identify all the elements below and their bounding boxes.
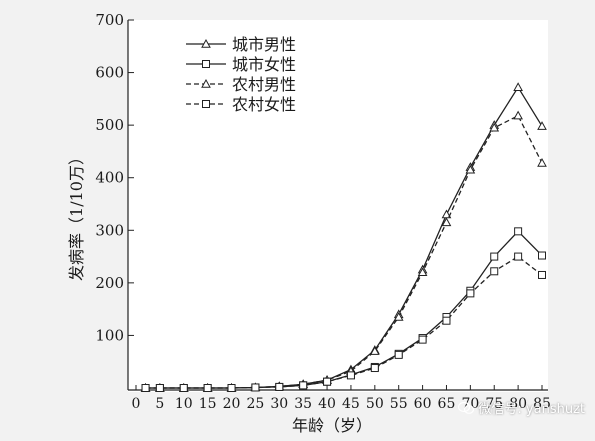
x-tick-label: 5 xyxy=(155,396,164,412)
plot-area xyxy=(128,20,548,392)
data-point xyxy=(369,346,380,355)
y-tick-label: 200 xyxy=(95,274,124,292)
x-tick-label: 20 xyxy=(223,396,241,412)
x-tick-label: 25 xyxy=(246,396,264,412)
data-point xyxy=(538,270,546,279)
data-point xyxy=(465,164,476,174)
x-tick-label: 55 xyxy=(390,396,408,412)
y-tick-label: 100 xyxy=(95,326,124,344)
legend-item: 农村男性 xyxy=(186,75,296,94)
data-point xyxy=(370,364,379,373)
data-point xyxy=(203,384,212,392)
series-line xyxy=(145,255,543,389)
y-tick-label: 600 xyxy=(95,64,124,82)
legend-label: 城市女性 xyxy=(232,55,296,74)
legend-label: 农村男性 xyxy=(232,75,296,94)
legend-label: 农村女性 xyxy=(232,95,296,114)
wechat-icon xyxy=(458,401,475,414)
data-point xyxy=(417,267,428,277)
legend-marker xyxy=(202,100,210,108)
data-point xyxy=(466,289,475,298)
x-axis-label: 年龄（岁） xyxy=(292,416,372,435)
data-point xyxy=(299,381,308,390)
legend-marker xyxy=(201,38,211,48)
x-tick-label: 30 xyxy=(270,396,288,412)
x-tick-label: 65 xyxy=(438,396,456,412)
data-point xyxy=(490,252,499,261)
legend-label: 城市男性 xyxy=(232,35,296,54)
data-point xyxy=(141,384,150,392)
data-point xyxy=(346,371,355,380)
x-tick-label: 80 xyxy=(509,396,527,412)
legend-marker xyxy=(201,78,211,88)
data-point xyxy=(227,384,236,392)
x-tick-label: 15 xyxy=(199,396,217,412)
legend-item: 农村女性 xyxy=(186,95,296,114)
data-point xyxy=(489,122,500,132)
x-tick-label: 35 xyxy=(294,396,312,412)
data-point xyxy=(513,82,523,91)
y-tick-label: 700 xyxy=(95,11,124,29)
x-tick-label: 0 xyxy=(132,396,141,412)
data-point xyxy=(251,383,260,392)
data-point xyxy=(537,121,547,130)
x-tick-label: 70 xyxy=(461,396,479,412)
data-point xyxy=(441,217,452,227)
data-point xyxy=(442,316,451,325)
legend-item: 城市男性 xyxy=(186,35,296,54)
x-tick-label: 45 xyxy=(342,396,360,412)
y-tick-label: 400 xyxy=(95,169,124,187)
data-point xyxy=(490,267,499,276)
y-tick-label: 500 xyxy=(95,116,124,134)
data-point xyxy=(275,382,284,391)
data-point xyxy=(537,157,547,167)
data-point xyxy=(393,311,404,321)
x-tick-label: 40 xyxy=(318,396,336,412)
legend-marker xyxy=(202,60,210,68)
x-tick-label: 10 xyxy=(175,396,193,412)
y-tick-label: 300 xyxy=(95,221,124,239)
x-tick-label: 50 xyxy=(366,396,384,412)
data-point xyxy=(513,110,523,120)
watermark-text: 微信号: yanshuzt xyxy=(478,402,585,417)
data-point xyxy=(394,350,403,359)
data-point xyxy=(514,227,523,236)
watermark: 微信号: yanshuzt xyxy=(458,398,585,417)
data-point xyxy=(418,335,427,344)
x-tick-label: 60 xyxy=(414,396,432,412)
x-tick-label: 85 xyxy=(533,396,551,412)
legend-item: 城市女性 xyxy=(186,55,296,74)
data-point xyxy=(323,377,332,386)
data-point xyxy=(155,384,164,392)
data-point xyxy=(514,252,523,261)
x-tick-label: 75 xyxy=(485,396,503,412)
data-point xyxy=(538,251,546,260)
y-axis-label: 发病率（1/10万） xyxy=(67,149,86,281)
series-4 xyxy=(141,252,546,392)
data-point xyxy=(179,384,188,392)
